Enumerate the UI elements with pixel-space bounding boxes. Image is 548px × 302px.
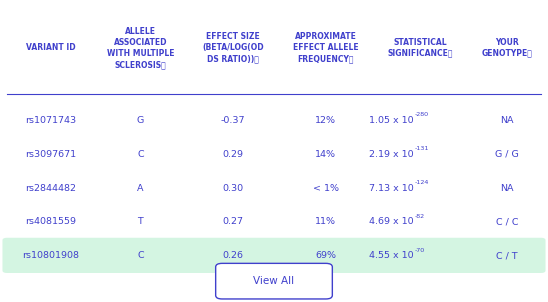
- Text: NA: NA: [500, 184, 514, 193]
- Text: rs1071743: rs1071743: [25, 116, 76, 125]
- Text: -124: -124: [414, 180, 429, 185]
- Text: A: A: [137, 184, 144, 193]
- Text: rs3097671: rs3097671: [25, 150, 76, 159]
- Text: G: G: [137, 116, 144, 125]
- Text: 4.69 x 10: 4.69 x 10: [369, 217, 413, 226]
- Text: C: C: [137, 150, 144, 159]
- Text: rs2844482: rs2844482: [25, 184, 76, 193]
- Text: NA: NA: [500, 116, 514, 125]
- Text: C / C: C / C: [496, 217, 518, 226]
- Text: STATISTICAL
SIGNIFICANCEⓘ: STATISTICAL SIGNIFICANCEⓘ: [387, 38, 453, 58]
- Text: 11%: 11%: [315, 217, 336, 226]
- Text: -70: -70: [414, 248, 425, 252]
- Text: C / T: C / T: [496, 251, 518, 260]
- Text: rs4081559: rs4081559: [25, 217, 76, 226]
- Text: 14%: 14%: [315, 150, 336, 159]
- Text: View All: View All: [253, 276, 295, 286]
- Text: -131: -131: [414, 146, 429, 151]
- Text: 0.30: 0.30: [222, 184, 244, 193]
- Text: 0.29: 0.29: [222, 150, 244, 159]
- Text: ALLELE
ASSOCIATED
WITH MULTIPLE
SCLEROSISⓘ: ALLELE ASSOCIATED WITH MULTIPLE SCLEROSI…: [107, 27, 174, 69]
- Text: -82: -82: [414, 214, 425, 219]
- Text: YOUR
GENOTYPEⓘ: YOUR GENOTYPEⓘ: [482, 38, 533, 58]
- Text: 69%: 69%: [315, 251, 336, 260]
- Text: G / G: G / G: [495, 150, 519, 159]
- FancyBboxPatch shape: [3, 238, 545, 273]
- Text: 7.13 x 10: 7.13 x 10: [369, 184, 413, 193]
- Text: < 1%: < 1%: [313, 184, 339, 193]
- Text: rs10801908: rs10801908: [22, 251, 79, 260]
- Text: 2.19 x 10: 2.19 x 10: [369, 150, 413, 159]
- Text: 0.26: 0.26: [222, 251, 244, 260]
- Text: C: C: [137, 251, 144, 260]
- Text: 0.27: 0.27: [222, 217, 244, 226]
- Text: T: T: [138, 217, 143, 226]
- FancyBboxPatch shape: [216, 263, 332, 299]
- Text: -0.37: -0.37: [221, 116, 246, 125]
- Text: 12%: 12%: [315, 116, 336, 125]
- Text: APPROXIMATE
EFFECT ALLELE
FREQUENCYⓘ: APPROXIMATE EFFECT ALLELE FREQUENCYⓘ: [293, 32, 358, 63]
- Text: 1.05 x 10: 1.05 x 10: [369, 116, 413, 125]
- Text: 4.55 x 10: 4.55 x 10: [369, 251, 413, 260]
- Text: VARIANT ID: VARIANT ID: [26, 43, 75, 52]
- Text: -280: -280: [414, 112, 429, 117]
- Text: EFFECT SIZE
(BETA/LOG(OD
DS RATIO))ⓘ: EFFECT SIZE (BETA/LOG(OD DS RATIO))ⓘ: [202, 32, 264, 63]
